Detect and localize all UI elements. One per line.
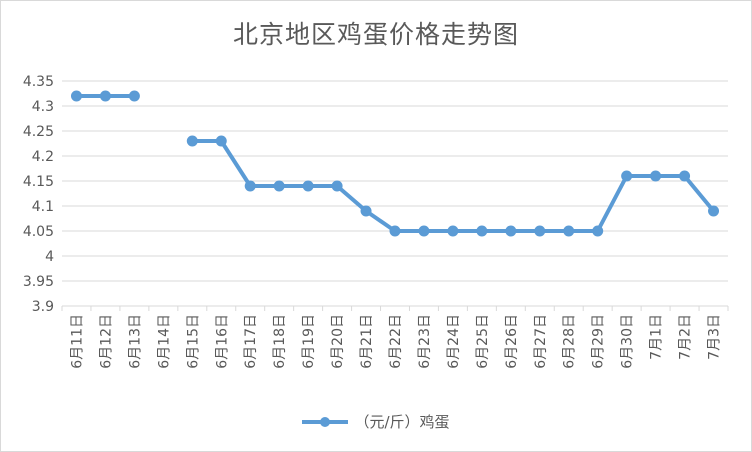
data-point bbox=[99, 90, 111, 102]
data-point bbox=[708, 205, 720, 217]
x-tick-label: 6月28日 bbox=[562, 314, 578, 369]
x-tick-label: 6月20日 bbox=[330, 314, 346, 369]
y-tick-label: 4 bbox=[45, 249, 54, 265]
data-point bbox=[418, 225, 430, 237]
x-tick-label: 6月22日 bbox=[388, 314, 404, 369]
data-point bbox=[592, 225, 604, 237]
x-tick-label: 7月3日 bbox=[707, 314, 723, 360]
y-tick-label: 4.35 bbox=[23, 74, 54, 90]
data-point bbox=[447, 225, 459, 237]
data-point bbox=[650, 170, 662, 182]
chart-title: 北京地区鸡蛋价格走势图 bbox=[232, 20, 519, 49]
data-point bbox=[621, 170, 633, 182]
x-tick-label: 7月2日 bbox=[678, 314, 694, 360]
y-tick-label: 4.15 bbox=[23, 174, 54, 190]
series-line bbox=[190, 139, 716, 233]
data-point bbox=[215, 135, 227, 147]
x-tick-label: 6月13日 bbox=[127, 314, 143, 369]
y-tick-label: 4.1 bbox=[32, 199, 54, 215]
x-tick-label: 6月16日 bbox=[214, 314, 230, 369]
x-tick-label: 7月1日 bbox=[649, 314, 665, 360]
y-tick-label: 3.9 bbox=[32, 299, 54, 315]
legend-swatch bbox=[302, 415, 349, 429]
data-point bbox=[476, 225, 488, 237]
x-tick-label: 6月23日 bbox=[417, 314, 433, 369]
x-tick-label: 6月15日 bbox=[185, 314, 201, 369]
x-tick-label: 6月24日 bbox=[446, 314, 462, 369]
data-point bbox=[331, 180, 343, 192]
data-point bbox=[360, 205, 372, 217]
y-tick-label: 4.3 bbox=[32, 99, 54, 115]
y-tick-label: 3.95 bbox=[23, 274, 54, 290]
data-point bbox=[244, 180, 256, 192]
x-tick-label: 6月17日 bbox=[243, 314, 259, 369]
y-tick-label: 4.2 bbox=[32, 149, 54, 165]
data-point bbox=[128, 90, 140, 102]
data-point bbox=[273, 180, 285, 192]
data-point bbox=[186, 135, 198, 147]
data-point bbox=[302, 180, 314, 192]
y-tick-label: 4.25 bbox=[23, 124, 54, 140]
x-tick-label: 6月19日 bbox=[301, 314, 317, 369]
data-point bbox=[679, 170, 691, 182]
x-tick-label: 6月27日 bbox=[533, 314, 549, 369]
x-tick-label: 6月21日 bbox=[359, 314, 375, 369]
legend-label: （元/斤）鸡蛋 bbox=[354, 413, 450, 431]
x-tick-label: 6月12日 bbox=[98, 314, 114, 369]
data-point bbox=[505, 225, 517, 237]
y-tick-label: 4.05 bbox=[23, 224, 54, 240]
x-tick-label: 6月25日 bbox=[475, 314, 491, 369]
data-point bbox=[389, 225, 401, 237]
data-point bbox=[534, 225, 546, 237]
data-point bbox=[563, 225, 575, 237]
x-tick-label: 6月26日 bbox=[504, 314, 520, 369]
x-tick-label: 6月29日 bbox=[591, 314, 607, 369]
legend: （元/斤）鸡蛋 bbox=[1, 411, 751, 432]
x-tick-label: 6月18日 bbox=[272, 314, 288, 369]
data-point bbox=[70, 90, 82, 102]
x-tick-label: 6月14日 bbox=[156, 314, 172, 369]
x-tick-label: 6月11日 bbox=[69, 314, 85, 369]
x-tick-label: 6月30日 bbox=[620, 314, 636, 369]
